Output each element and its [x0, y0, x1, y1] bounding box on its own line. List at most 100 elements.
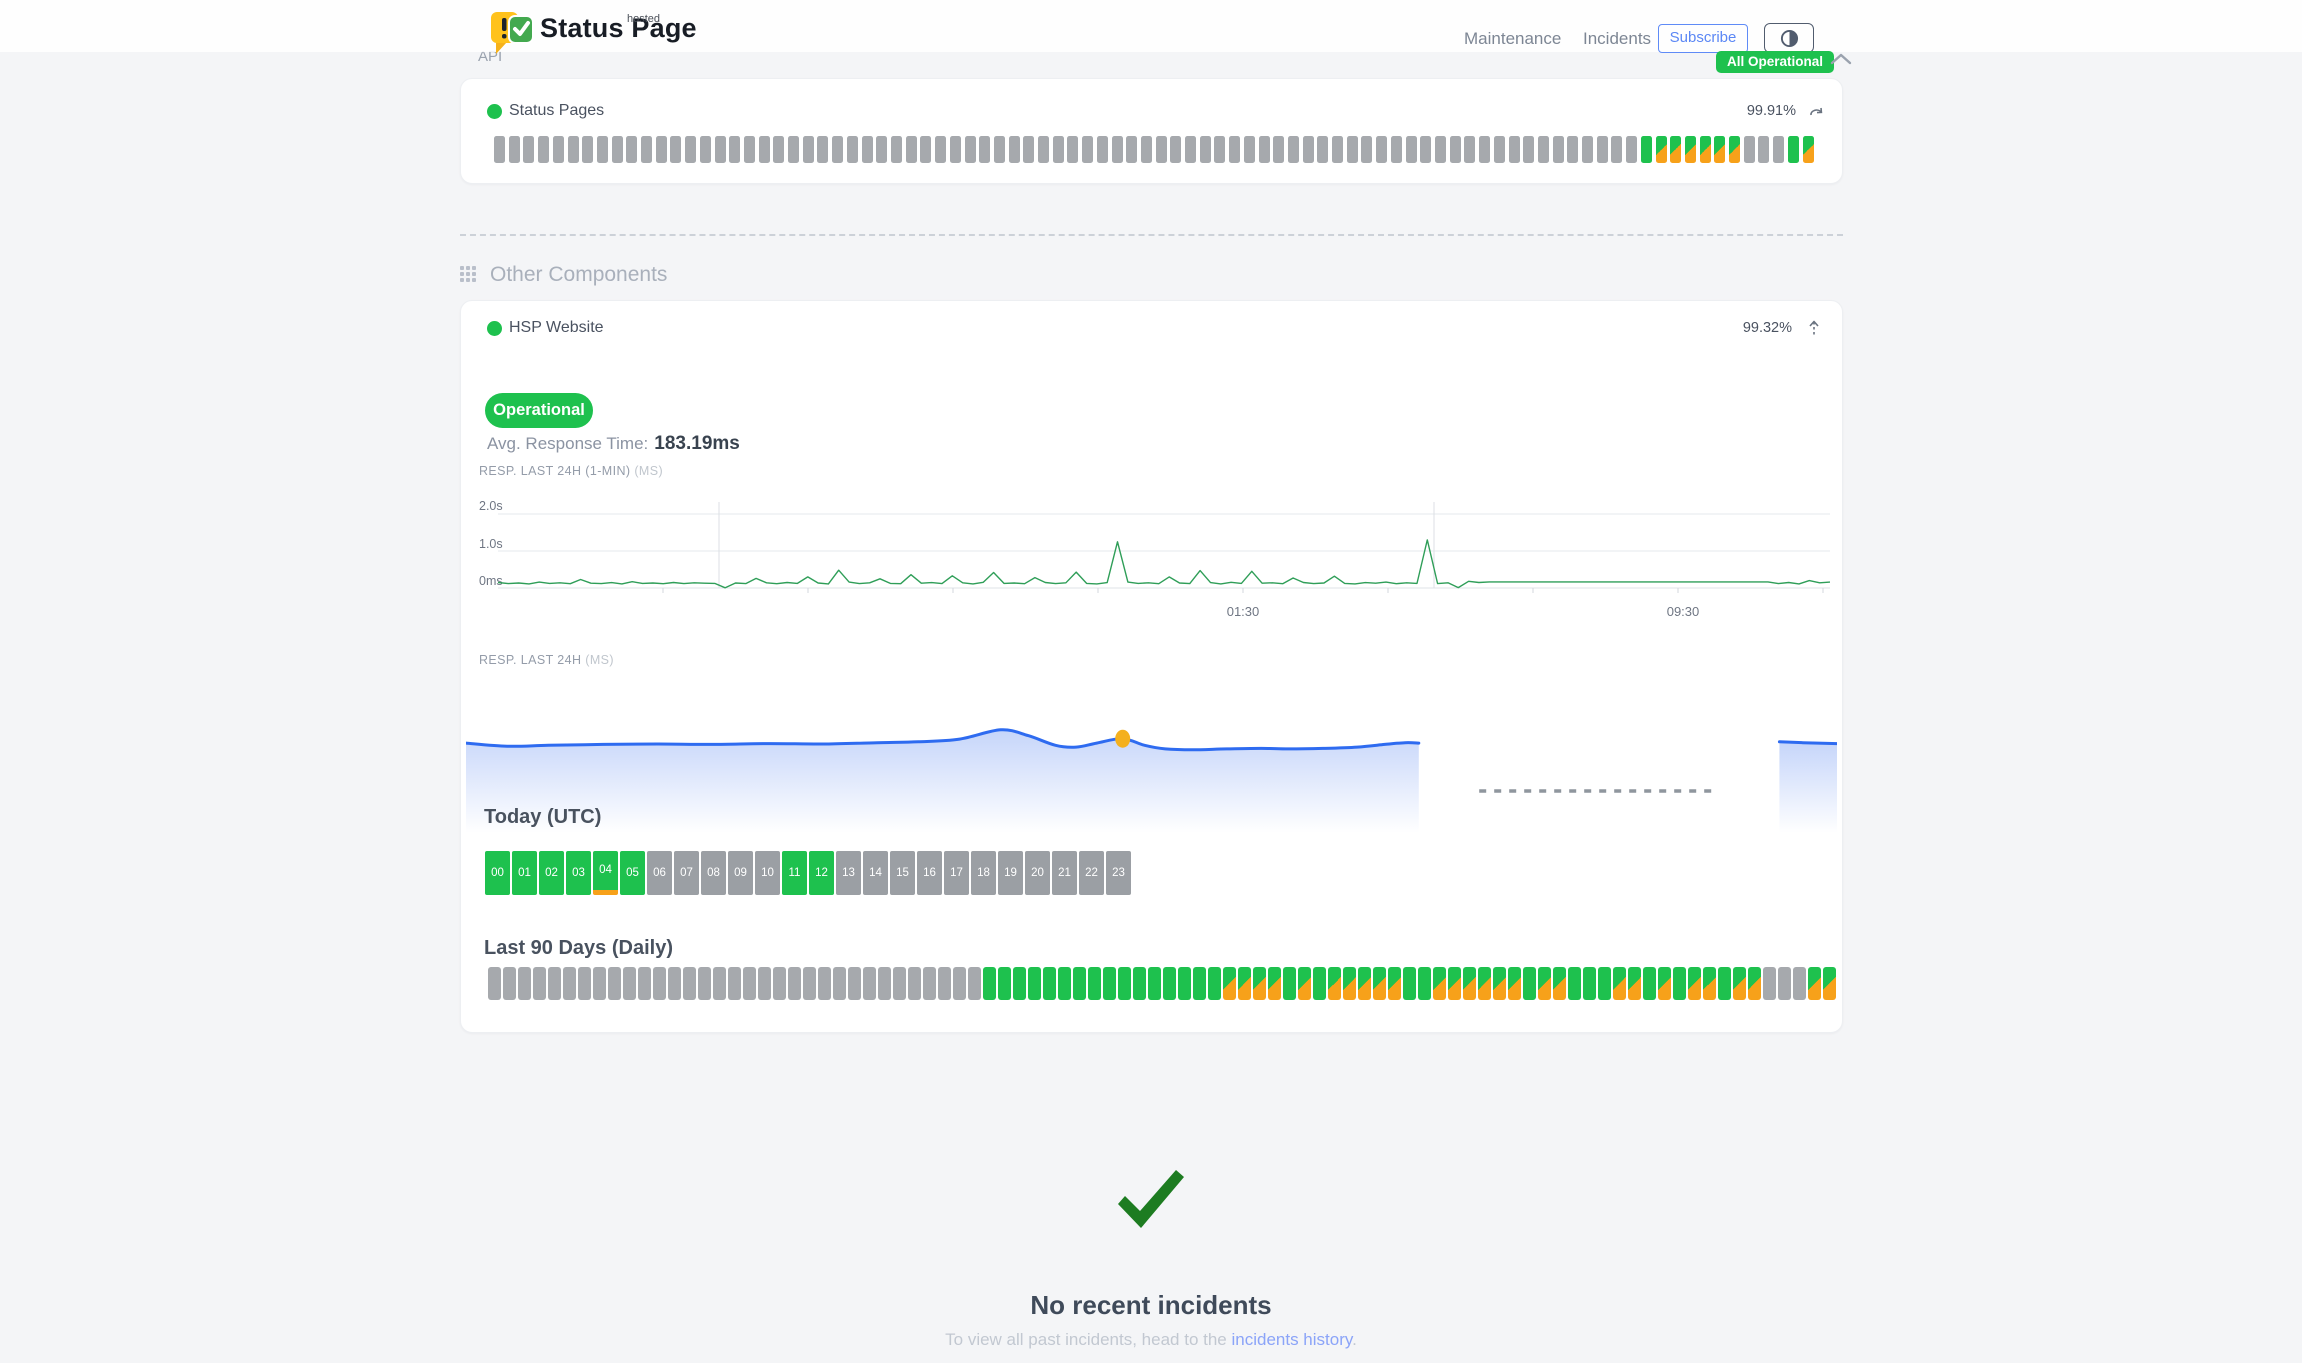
uptime-bar-empty[interactable] — [578, 967, 591, 1000]
uptime-bar-empty[interactable] — [1523, 136, 1535, 163]
uptime-bar-empty[interactable] — [949, 136, 961, 163]
uptime-bar-degraded[interactable] — [1508, 967, 1521, 1000]
uptime-bar-empty[interactable] — [876, 136, 888, 163]
uptime-bar-up[interactable] — [1640, 136, 1652, 163]
uptime-bar-empty[interactable] — [1626, 136, 1638, 163]
uptime-bar-up[interactable] — [1313, 967, 1326, 1000]
uptime-bar-empty[interactable] — [1126, 136, 1138, 163]
uptime-bar-up[interactable] — [1208, 967, 1221, 1000]
uptime-bar-empty[interactable] — [1185, 136, 1197, 163]
uptime-bar-empty[interactable] — [548, 967, 561, 1000]
uptime-bar-empty[interactable] — [685, 136, 697, 163]
uptime-bar-empty[interactable] — [1405, 136, 1417, 163]
hour-block-03[interactable]: 03 — [566, 851, 591, 895]
daily-uptime-bars[interactable] — [488, 967, 1836, 1000]
uptime-bar-up[interactable] — [1163, 967, 1176, 1000]
uptime-bar-degraded[interactable] — [1448, 967, 1461, 1000]
uptime-bar-empty[interactable] — [698, 967, 711, 1000]
uptime-bar-empty[interactable] — [533, 967, 546, 1000]
chevron-up-icon[interactable] — [1830, 53, 1852, 65]
uptime-bar-up[interactable] — [1118, 967, 1131, 1000]
uptime-bar-empty[interactable] — [802, 136, 814, 163]
response-time-area-chart[interactable] — [466, 701, 1837, 836]
uptime-bar-empty[interactable] — [848, 967, 861, 1000]
uptime-bar-up[interactable] — [1193, 967, 1206, 1000]
uptime-bar-up[interactable] — [1598, 967, 1611, 1000]
uptime-bar-degraded[interactable] — [1699, 136, 1711, 163]
uptime-bar-empty[interactable] — [653, 967, 666, 1000]
uptime-bar-up[interactable] — [1643, 967, 1656, 1000]
uptime-bar-empty[interactable] — [1464, 136, 1476, 163]
uptime-bar-empty[interactable] — [563, 967, 576, 1000]
nav-incidents[interactable]: Incidents — [1583, 29, 1652, 48]
uptime-bar-degraded[interactable] — [1823, 967, 1836, 1000]
uptime-bar-empty[interactable] — [638, 967, 651, 1000]
uptime-bar-degraded[interactable] — [1298, 967, 1311, 1000]
hour-block-13[interactable]: 13 — [836, 851, 861, 895]
uptime-bar-empty[interactable] — [1493, 136, 1505, 163]
uptime-bar-empty[interactable] — [1229, 136, 1241, 163]
uptime-bar-empty[interactable] — [729, 136, 741, 163]
response-time-line-chart[interactable] — [498, 500, 1830, 618]
incidents-history-link[interactable]: incidents history — [1231, 1330, 1353, 1349]
uptime-bar-empty[interactable] — [818, 967, 831, 1000]
uptime-bar-empty[interactable] — [728, 967, 741, 1000]
uptime-bar-empty[interactable] — [1552, 136, 1564, 163]
uptime-bar-up[interactable] — [1787, 136, 1799, 163]
uptime-bar-empty[interactable] — [832, 136, 844, 163]
uptime-bar-up[interactable] — [1583, 967, 1596, 1000]
uptime-bar-empty[interactable] — [567, 136, 579, 163]
uptime-bar-degraded[interactable] — [1553, 967, 1566, 1000]
uptime-bar-degraded[interactable] — [1343, 967, 1356, 1000]
uptime-bar-empty[interactable] — [908, 967, 921, 1000]
uptime-bar-empty[interactable] — [503, 967, 516, 1000]
uptime-bar-empty[interactable] — [1199, 136, 1211, 163]
uptime-bar-empty[interactable] — [1302, 136, 1314, 163]
uptime-bar-empty[interactable] — [1758, 136, 1770, 163]
uptime-bar-degraded[interactable] — [1808, 967, 1821, 1000]
hour-block-15[interactable]: 15 — [890, 851, 915, 895]
uptime-bar-empty[interactable] — [1243, 136, 1255, 163]
hour-block-11[interactable]: 11 — [782, 851, 807, 895]
hour-block-23[interactable]: 23 — [1106, 851, 1131, 895]
uptime-bar-empty[interactable] — [773, 967, 786, 1000]
hour-block-14[interactable]: 14 — [863, 851, 888, 895]
uptime-bar-empty[interactable] — [523, 136, 535, 163]
uptime-bar-degraded[interactable] — [1538, 967, 1551, 1000]
uptime-bar-up[interactable] — [1073, 967, 1086, 1000]
uptime-bar-empty[interactable] — [1763, 967, 1776, 1000]
subscribe-button[interactable]: Subscribe — [1658, 24, 1748, 53]
uptime-bar-empty[interactable] — [935, 136, 947, 163]
uptime-bar-degraded[interactable] — [1463, 967, 1476, 1000]
uptime-bar-empty[interactable] — [1390, 136, 1402, 163]
uptime-bar-empty[interactable] — [1508, 136, 1520, 163]
uptime-bar-empty[interactable] — [1038, 136, 1050, 163]
uptime-bar-degraded[interactable] — [1358, 967, 1371, 1000]
uptime-bar-empty[interactable] — [758, 967, 771, 1000]
uptime-bar-empty[interactable] — [1596, 136, 1608, 163]
uptime-bar-degraded[interactable] — [1253, 967, 1266, 1000]
uptime-bar-degraded[interactable] — [1478, 967, 1491, 1000]
uptime-bar-degraded[interactable] — [1433, 967, 1446, 1000]
status-pages-uptime-bars[interactable] — [494, 136, 1814, 163]
uptime-bar-degraded[interactable] — [1268, 967, 1281, 1000]
uptime-bar-empty[interactable] — [817, 136, 829, 163]
uptime-bar-degraded[interactable] — [1328, 967, 1341, 1000]
uptime-bar-empty[interactable] — [1778, 967, 1791, 1000]
uptime-bar-empty[interactable] — [1332, 136, 1344, 163]
uptime-bar-empty[interactable] — [863, 967, 876, 1000]
uptime-bar-up[interactable] — [1043, 967, 1056, 1000]
uptime-bar-empty[interactable] — [1773, 136, 1785, 163]
hour-block-01[interactable]: 01 — [512, 851, 537, 895]
uptime-bar-up[interactable] — [1568, 967, 1581, 1000]
uptime-bar-empty[interactable] — [743, 967, 756, 1000]
uptime-bar-empty[interactable] — [1567, 136, 1579, 163]
uptime-bar-empty[interactable] — [1170, 136, 1182, 163]
hour-block-10[interactable]: 10 — [755, 851, 780, 895]
uptime-bar-empty[interactable] — [953, 967, 966, 1000]
uptime-bar-empty[interactable] — [488, 967, 501, 1000]
uptime-bar-empty[interactable] — [1743, 136, 1755, 163]
uptime-bar-degraded[interactable] — [1658, 967, 1671, 1000]
arrow-up-dashed-icon[interactable] — [1808, 320, 1820, 338]
uptime-bar-empty[interactable] — [905, 136, 917, 163]
